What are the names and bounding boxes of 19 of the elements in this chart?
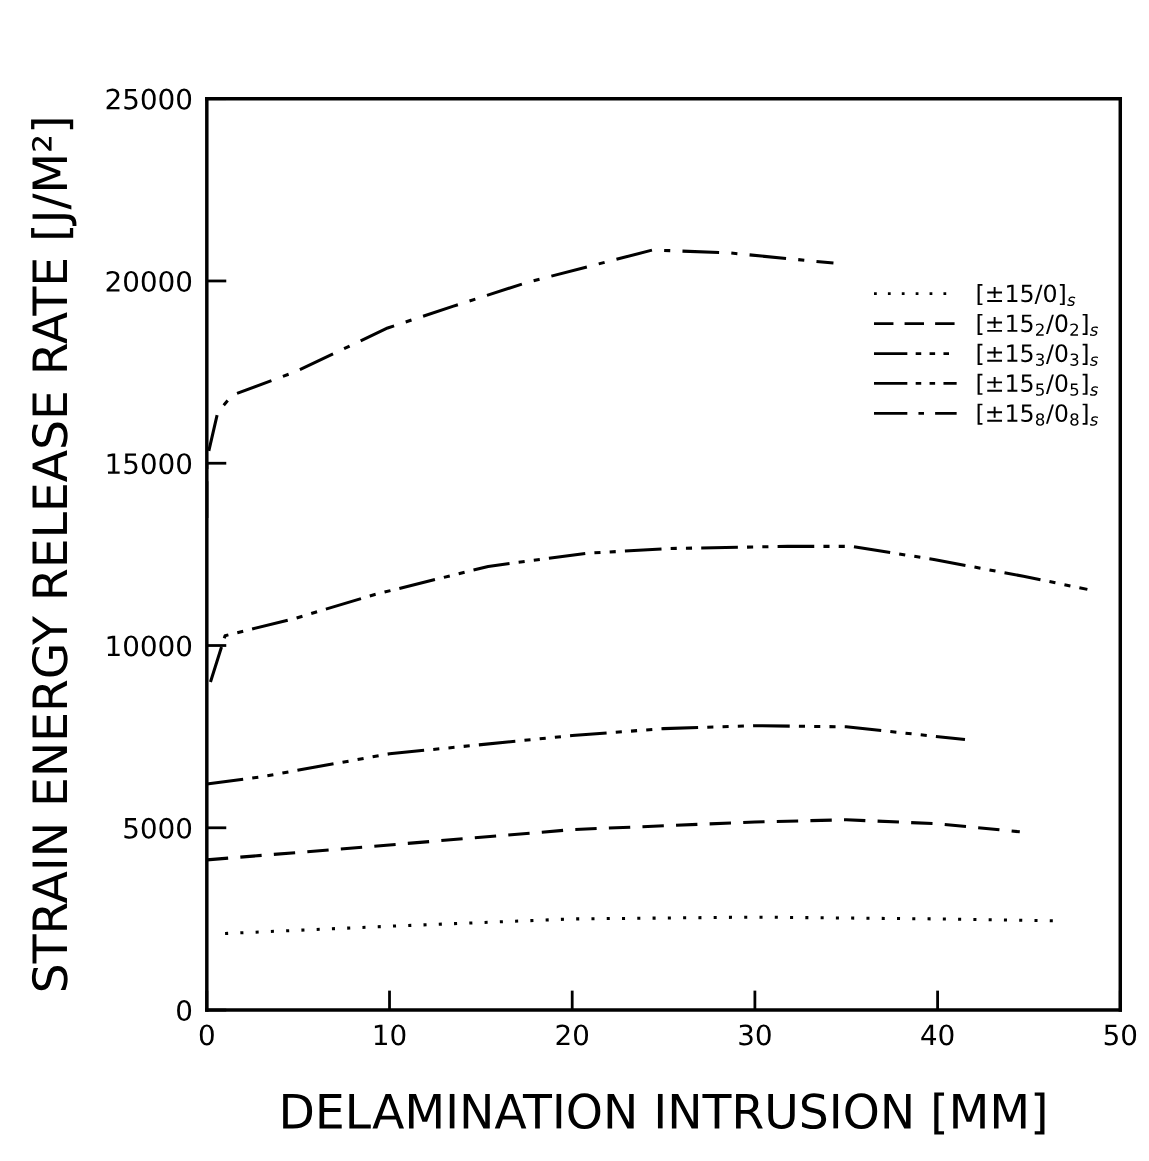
x-tick-label: 40 [921,1024,954,1046]
y-tick-label: 0 [177,1000,192,1022]
legend-label: [±15$_{8}$/0$_{8}$]$_{s}$ [977,403,1099,426]
legend-label: [±15/0]$_{s}$ [977,283,1076,307]
y-tick-label: 20000 [106,270,192,292]
y-tick-label: 25000 [106,88,192,110]
y-axis-title: STRAIN ENERGY RELEASE RATE [J/M²] [31,119,77,991]
x-tick-label: 50 [1104,1024,1137,1046]
legend-label: [±15$_{3}$/0$_{3}$]$_{s}$ [977,343,1099,366]
x-tick-label: 30 [739,1024,771,1046]
x-tick-label: 10 [374,1024,406,1046]
legend-label: [±15$_{5}$/0$_{5}$]$_{s}$ [977,373,1099,396]
y-tick-label: 15000 [107,453,192,475]
x-tick-label: 0 [199,1024,214,1046]
legend-label: [±15$_{2}$/0$_{2}$]$_{s}$ [977,313,1099,336]
x-tick-label: 20 [556,1024,589,1046]
y-tick-label: 10000 [107,635,192,657]
x-axis-title: DELAMINATION INTRUSION [MM] [283,1092,1045,1135]
y-tick-label: 5000 [124,817,192,839]
